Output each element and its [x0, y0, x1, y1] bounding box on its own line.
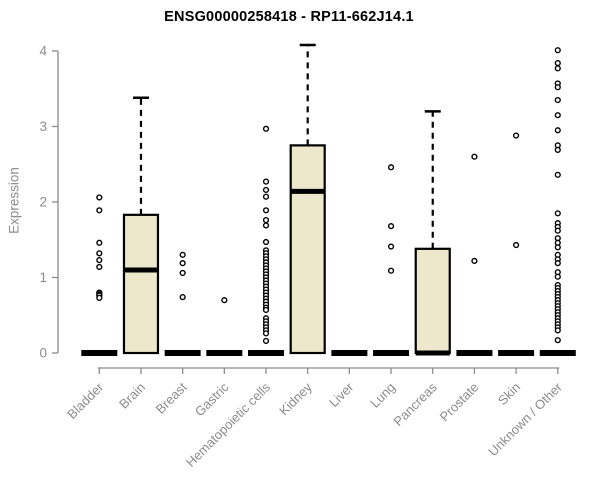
x-tick-label-pancreas: Pancreas — [390, 379, 440, 429]
box-kidney — [289, 144, 326, 355]
outlier-point-bladder — [96, 257, 103, 264]
box-pancreas — [414, 247, 451, 355]
y-tick-label-1: 1 — [39, 270, 47, 285]
outlier-point-skin — [512, 132, 520, 139]
x-tick-label-bladder: Bladder — [64, 379, 107, 422]
outlier-point-hematopoietic-cells — [262, 207, 270, 214]
outlier-point-hematopoietic-cells — [262, 238, 270, 246]
collapsed-box-gastric — [206, 350, 243, 356]
outlier-point-unknown-other — [554, 146, 561, 154]
collapsed-box-lung — [373, 350, 410, 356]
outlier-point-gastric — [221, 297, 228, 304]
x-tick-label-liver: Liver — [326, 379, 357, 410]
outlier-point-prostate — [471, 257, 478, 264]
x-tick-label-unknown-other: Unknown / Other — [485, 379, 565, 459]
chart-title: ENSG00000258418 - RP11-662J14.1 — [164, 9, 414, 25]
x-tick-label-brain: Brain — [116, 380, 148, 412]
y-tick-label-0: 0 — [39, 346, 47, 361]
outlier-point-bladder — [96, 294, 103, 301]
outlier-point-bladder — [96, 194, 103, 201]
outlier-point-hematopoietic-cells — [262, 306, 270, 314]
collapsed-box-hematopoietic-cells — [248, 350, 285, 356]
outlier-point-unknown-other — [554, 84, 561, 91]
outlier-point-prostate — [471, 153, 478, 160]
outlier-point-hematopoietic-cells — [262, 330, 270, 337]
outlier-point-hematopoietic-cells — [262, 217, 270, 224]
outlier-point-unknown-other — [554, 337, 561, 344]
collapsed-box-breast — [164, 350, 201, 356]
y-tick-label-3: 3 — [39, 119, 47, 134]
outlier-point-unknown-other — [554, 210, 561, 217]
outlier-point-bladder — [96, 239, 103, 246]
outlier-point-unknown-other — [554, 127, 561, 134]
outlier-point-breast — [179, 251, 186, 258]
outlier-point-hematopoietic-cells — [262, 186, 270, 194]
outlier-point-lung — [387, 267, 395, 274]
x-tick-label-skin: Skin — [495, 380, 523, 408]
outlier-point-lung — [387, 223, 395, 230]
outlier-point-unknown-other — [554, 59, 561, 67]
outlier-point-unknown-other — [554, 47, 561, 54]
outlier-point-hematopoietic-cells — [262, 178, 270, 185]
outlier-point-unknown-other — [554, 273, 561, 280]
collapsed-box-bladder — [81, 350, 118, 356]
box-brain — [122, 213, 160, 355]
x-tick-label-prostate: Prostate — [437, 380, 482, 425]
outlier-point-unknown-other — [554, 171, 561, 178]
outlier-point-unknown-other — [554, 112, 561, 119]
outlier-point-bladder — [96, 263, 103, 271]
collapsed-box-unknown-other — [539, 350, 576, 356]
x-tick-label-breast: Breast — [153, 379, 190, 416]
y-tick-label-4: 4 — [39, 44, 47, 59]
outlier-point-unknown-other — [554, 327, 561, 334]
outlier-point-skin — [512, 241, 520, 249]
outlier-point-unknown-other — [554, 65, 561, 72]
outlier-point-breast — [179, 294, 186, 301]
y-tick-label-2: 2 — [39, 195, 47, 210]
collapsed-box-liver — [331, 350, 368, 356]
outlier-point-lung — [387, 243, 395, 250]
collapsed-box-skin — [498, 350, 535, 356]
outlier-point-hematopoietic-cells — [262, 337, 270, 345]
outlier-point-breast — [179, 269, 186, 277]
x-tick-label-gastric: Gastric — [192, 379, 232, 419]
outlier-point-bladder — [96, 207, 103, 214]
outlier-point-hematopoietic-cells — [262, 125, 270, 132]
outlier-point-lung — [387, 164, 395, 171]
x-tick-label-kidney: Kidney — [276, 379, 315, 418]
outlier-point-breast — [179, 260, 186, 267]
x-tick-label-lung: Lung — [367, 380, 398, 411]
outlier-point-hematopoietic-cells — [262, 193, 270, 200]
outlier-point-bladder — [96, 250, 103, 257]
outlier-point-unknown-other — [554, 244, 561, 251]
outlier-point-unknown-other — [554, 227, 561, 234]
outlier-point-unknown-other — [554, 260, 561, 267]
outlier-point-hematopoietic-cells — [262, 222, 270, 229]
collapsed-box-prostate — [456, 350, 493, 356]
outlier-point-unknown-other — [554, 96, 561, 104]
